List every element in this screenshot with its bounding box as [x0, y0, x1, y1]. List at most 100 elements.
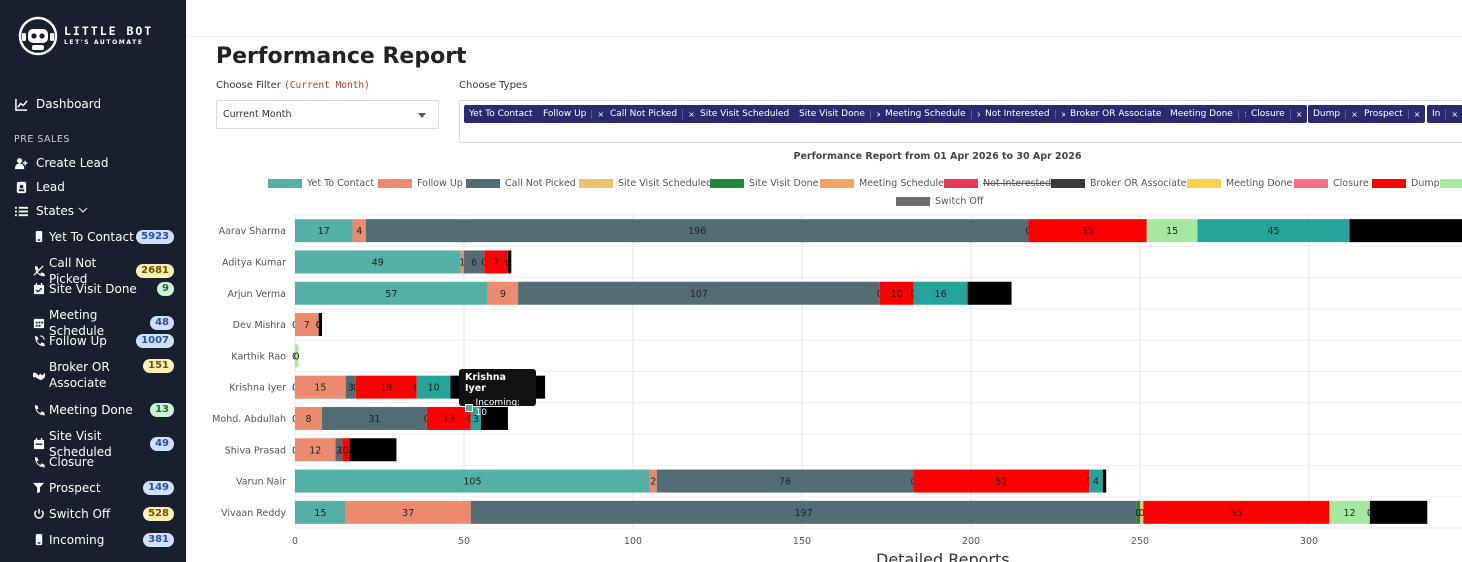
bar-segment	[295, 250, 461, 274]
y-category-label: Vivaan Reddy	[221, 508, 286, 519]
legend-item[interactable]: Call Not Picked	[466, 178, 576, 189]
bar-segment	[1197, 219, 1350, 243]
chip-remove-icon[interactable]: ×	[869, 109, 888, 119]
sidebar-item-label: Call Not Picked	[49, 256, 97, 286]
legend-label: Site Visit Done	[749, 178, 819, 189]
bar-data-label: 17	[318, 226, 330, 237]
sidebar-item-broker-or-associate[interactable]: Broker OR Associate 151	[32, 359, 174, 391]
sidebar-item-switch-off[interactable]: Switch Off 528	[32, 506, 174, 522]
nav-dashboard-label: Dashboard	[36, 97, 102, 111]
legend-item[interactable]: Yet To Contact	[268, 178, 374, 189]
sidebar-item-closure[interactable]: Closure	[32, 454, 174, 470]
type-chip[interactable]: Closure ×	[1246, 105, 1308, 123]
bar-data-label: 49	[372, 257, 384, 268]
bar-data-label: 18	[380, 383, 392, 394]
chevron-down-icon	[78, 204, 88, 218]
legend-item[interactable]: Meeting Schedule	[820, 178, 944, 189]
detailed-reports-heading: Detailed Reports	[876, 550, 1010, 562]
filter-hint: (Current Month)	[284, 80, 370, 91]
legend-item[interactable]: Broker OR Associate	[1051, 178, 1187, 189]
type-chip[interactable]: Dump ×	[1308, 105, 1363, 123]
chip-remove-icon[interactable]: ×	[682, 109, 700, 119]
bar-segment	[345, 375, 356, 399]
bar-data-label: 12	[1344, 508, 1356, 519]
count-badge: 13	[150, 403, 174, 417]
section-label-presales: PRE SALES	[14, 134, 70, 145]
type-chip[interactable]: Meeting Schedule ×	[880, 105, 989, 123]
chip-remove-icon[interactable]: ×	[1054, 109, 1073, 119]
sidebar-item-incoming[interactable]: Incoming 381	[32, 532, 174, 548]
y-category-label: Arjun Verma	[227, 289, 286, 300]
chip-remove-icon[interactable]: ×	[970, 109, 989, 119]
legend-item[interactable]: Prospect	[1440, 178, 1462, 189]
nav-lead[interactable]: Lead	[14, 178, 65, 196]
type-chip-label: Not Interested	[985, 109, 1050, 119]
count-badge: 5923	[136, 230, 174, 244]
bar-data-label: 10	[891, 289, 903, 300]
phone-icon	[32, 455, 46, 469]
type-chip[interactable]: Site Visit Done ×	[794, 105, 888, 123]
x-tick-label: 0	[292, 536, 298, 547]
legend-item[interactable]: Site Visit Done	[710, 178, 819, 189]
type-chip[interactable]: Prospect ×	[1359, 105, 1426, 123]
chip-remove-icon[interactable]: ×	[1289, 109, 1308, 119]
legend-item[interactable]: Closure	[1294, 178, 1369, 189]
legend-item[interactable]: Meeting Done	[1187, 178, 1292, 189]
sidebar-item-label: Meeting Done	[49, 403, 133, 417]
chip-remove-icon[interactable]: ×	[591, 109, 609, 119]
legend-label: Site Visit Scheduled	[618, 178, 713, 189]
legend-swatch	[896, 197, 930, 206]
bar-segment	[295, 500, 346, 524]
y-category-label: Shiva Prasad	[225, 445, 286, 456]
bar-data-label: 3	[348, 383, 354, 394]
chip-remove-icon[interactable]: ×	[1345, 109, 1363, 119]
bar-segment	[484, 250, 508, 274]
logo[interactable]: LITTLE BOT LET'S AUTOMATE	[18, 14, 178, 58]
filter-select[interactable]: Current Month	[216, 100, 439, 129]
sidebar-item-prospect[interactable]: Prospect 149	[32, 480, 174, 496]
y-category-label: Karthik Rao	[231, 351, 286, 362]
bar-segment	[464, 250, 485, 274]
nav-dashboard[interactable]: Dashboard	[14, 95, 101, 113]
sidebar-item-label: Switch Off	[49, 507, 111, 521]
type-chip[interactable]: In ×	[1427, 105, 1462, 123]
sidebar-item-label: Closure	[49, 455, 94, 469]
bar-segment	[1028, 219, 1147, 243]
legend-swatch	[1294, 179, 1328, 188]
bar-data-label: 197	[795, 508, 813, 519]
funnel-icon	[32, 481, 46, 495]
bar-segment	[507, 250, 512, 274]
nav-states[interactable]: States	[14, 202, 88, 220]
sidebar-item-meeting-done[interactable]: Meeting Done 13	[32, 402, 174, 418]
chip-remove-icon[interactable]: ×	[1445, 109, 1462, 119]
legend-item[interactable]: Site Visit Scheduled	[579, 178, 712, 189]
types-multiselect[interactable]: Yet To Contact×Follow Up×Call Not Picked…	[459, 100, 1462, 143]
type-chip-label: Yet To Contact	[469, 109, 533, 119]
sidebar-item-label: Follow Up	[49, 334, 107, 348]
chart-tooltip: Krishna Iyer Incoming: 10	[459, 369, 536, 418]
sidebar-item-call-not-picked[interactable]: Call Not Picked 2681	[32, 255, 174, 287]
sidebar-item-follow-up[interactable]: Follow Up 1007	[32, 333, 174, 349]
nav-states-label: States	[36, 204, 75, 218]
count-badge: 381	[143, 533, 174, 547]
chip-remove-icon[interactable]: ×	[1407, 109, 1426, 119]
type-chip[interactable]: Follow Up ×	[538, 105, 610, 123]
bar-data-label: 15	[314, 383, 326, 394]
tooltip-value: Incoming: 10	[475, 398, 521, 418]
sidebar-item-site-visit-done[interactable]: Site Visit Done 9	[32, 281, 174, 297]
bar-segment	[518, 281, 880, 305]
sidebar-item-meeting-schedule[interactable]: Meeting Schedule 48	[32, 307, 174, 339]
nav-create-lead[interactable]: Create Lead	[14, 154, 109, 172]
legend-item[interactable]: Switch Off	[896, 196, 983, 207]
legend-item[interactable]: Dump	[1372, 178, 1440, 189]
bar-data-label: 52	[995, 477, 1007, 488]
type-chip[interactable]: Call Not Picked ×	[605, 105, 700, 123]
bar-data-label: 8	[305, 414, 311, 425]
sidebar-item-site-visit-scheduled[interactable]: Site Visit Scheduled 49	[32, 428, 174, 460]
legend-label: Dump	[1411, 178, 1440, 189]
legend-item[interactable]: Not Interested	[944, 178, 1051, 189]
legend-item[interactable]: Follow Up	[378, 178, 463, 189]
sidebar-item-yet-to-contact[interactable]: Yet To Contact 5923	[32, 229, 174, 245]
type-chip[interactable]: Not Interested ×	[980, 105, 1073, 123]
